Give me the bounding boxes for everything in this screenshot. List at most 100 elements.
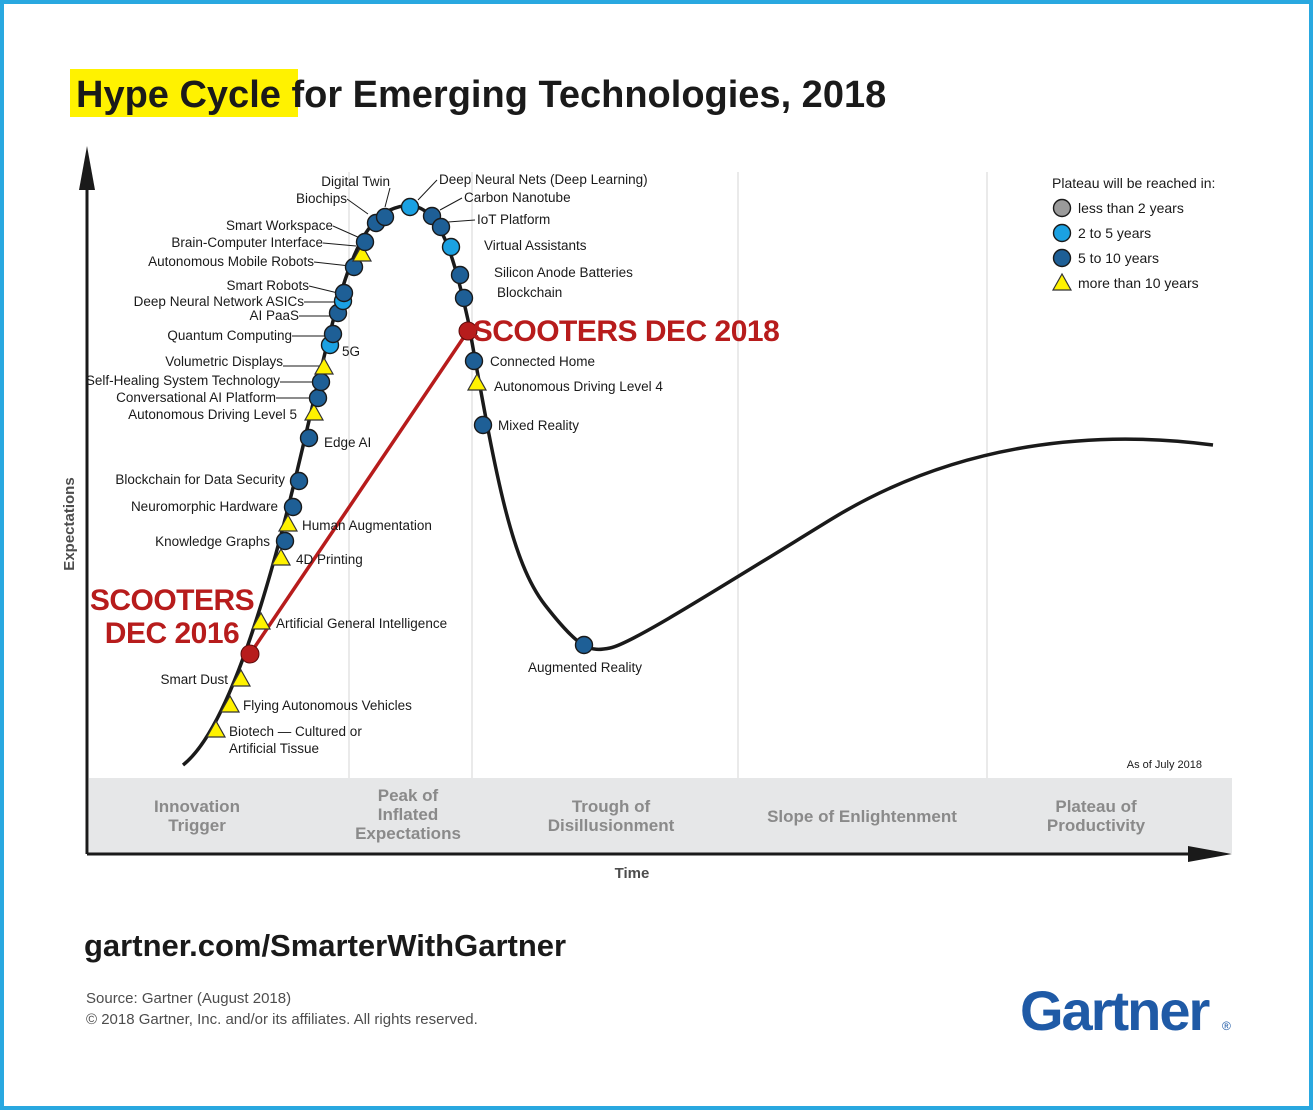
tech-label: Mixed Reality — [498, 418, 579, 433]
tech-marker — [277, 513, 299, 532]
tech-marker — [355, 232, 375, 252]
tech-label: 4D Printing — [296, 552, 363, 567]
leader-line — [332, 225, 361, 239]
tech-marker — [454, 288, 474, 308]
legend-marker — [1052, 223, 1072, 243]
tech-marker — [311, 372, 331, 392]
tech-marker — [289, 471, 309, 491]
phase-label: Slope of Enlightenment — [767, 807, 957, 826]
title-highlight-text: Hype Cycle — [76, 74, 281, 116]
tech-label: Blockchain — [497, 285, 562, 300]
leader-line — [313, 261, 351, 267]
phase-label: Innovation — [154, 797, 240, 816]
legend-marker — [1051, 272, 1073, 291]
copyright-line: © 2018 Gartner, Inc. and/or its affiliat… — [86, 1011, 478, 1028]
scooter-2016-point — [240, 644, 260, 664]
scooter-2018-label: SCOOTERS DEC 2018 — [473, 315, 780, 348]
tech-marker — [574, 635, 594, 655]
y-axis-label: Expectations — [61, 477, 78, 570]
tech-marker — [375, 207, 395, 227]
tech-label: Biotech — Cultured or — [229, 724, 362, 739]
phase-label: Trigger — [168, 816, 226, 835]
phase-band — [89, 778, 1232, 853]
tech-label: Autonomous Driving Level 5 — [128, 407, 297, 422]
tech-marker — [473, 415, 493, 435]
tech-label: IoT Platform — [477, 212, 550, 227]
leader-line — [417, 179, 438, 201]
tech-label: Autonomous Driving Level 4 — [494, 379, 663, 394]
tech-marker — [450, 265, 470, 285]
leader-line — [447, 219, 476, 223]
tech-marker — [283, 497, 303, 517]
tech-marker — [308, 388, 328, 408]
phase-label: Expectations — [355, 824, 461, 843]
tech-label: Digital Twin — [321, 174, 390, 189]
y-axis-arrow — [79, 146, 95, 190]
tech-label: 5G — [342, 344, 360, 359]
tech-label: Smart Robots — [226, 278, 309, 293]
legend-label: 5 to 10 years — [1078, 250, 1159, 266]
legend-label: more than 10 years — [1078, 275, 1199, 291]
x-axis-label: Time — [615, 865, 650, 882]
tech-marker — [270, 547, 292, 566]
tech-label: AI PaaS — [249, 308, 299, 323]
x-axis-arrow — [1188, 846, 1232, 862]
tech-label: Connected Home — [490, 354, 595, 369]
tech-label: Augmented Reality — [528, 660, 642, 675]
tech-marker — [323, 324, 343, 344]
tech-label: Artificial General Intelligence — [276, 616, 447, 631]
tech-label: Quantum Computing — [167, 328, 292, 343]
tech-label: Edge AI — [324, 435, 371, 450]
tech-label: Conversational AI Platform — [116, 390, 276, 405]
tech-marker — [303, 402, 325, 421]
tech-label: Knowledge Graphs — [155, 534, 270, 549]
tech-marker — [219, 694, 241, 713]
tech-label: Carbon Nanotube — [464, 190, 571, 205]
tech-marker — [441, 237, 461, 257]
footer-url: gartner.com/SmarterWithGartner — [84, 928, 566, 963]
tech-marker — [230, 668, 252, 687]
tech-label: Blockchain for Data Security — [115, 472, 285, 487]
registered-mark: ® — [1222, 1019, 1231, 1033]
scooter-2018-point — [458, 321, 478, 341]
tech-label: Volumetric Displays — [165, 354, 283, 369]
source-line: Source: Gartner (August 2018) — [86, 990, 291, 1007]
tech-marker — [299, 428, 319, 448]
page-title: Hype Cycle for Emerging Technologies, 20… — [76, 74, 886, 116]
gartner-logo: Gartner — [1020, 979, 1209, 1042]
phase-label: Disillusionment — [548, 816, 675, 835]
scooter-2016-label: SCOOTERS — [90, 584, 254, 617]
phase-label: Productivity — [1047, 816, 1146, 835]
phase-label: Inflated — [378, 805, 438, 824]
title-highlight — [70, 69, 298, 117]
leader-line — [322, 242, 357, 247]
tech-label: Silicon Anode Batteries — [494, 265, 633, 280]
phase-label: Trough of — [572, 797, 651, 816]
legend-marker — [1052, 248, 1072, 268]
tech-label: Smart Workspace — [226, 218, 333, 233]
tech-label: Virtual Assistants — [484, 238, 587, 253]
phase-label: Peak of — [378, 786, 439, 805]
tech-marker — [431, 217, 451, 237]
legend-marker — [1052, 198, 1072, 218]
tech-marker — [275, 531, 295, 551]
tech-marker — [205, 719, 227, 738]
tech-label: Deep Neural Network ASICs — [134, 294, 305, 309]
tech-label: Smart Dust — [160, 672, 228, 687]
tech-label: Deep Neural Nets (Deep Learning) — [439, 172, 648, 187]
leader-line — [346, 198, 369, 215]
legend-label: less than 2 years — [1078, 200, 1184, 216]
as-of-note: As of July 2018 — [1127, 759, 1202, 771]
tech-label: Flying Autonomous Vehicles — [243, 698, 412, 713]
tech-marker — [466, 372, 488, 391]
leader-line — [439, 197, 463, 211]
title-rest-text: for Emerging Technologies, 2018 — [281, 74, 886, 116]
tech-label: Neuromorphic Hardware — [131, 499, 278, 514]
tech-marker — [400, 197, 420, 217]
leader-line — [384, 187, 391, 208]
tech-marker — [334, 283, 354, 303]
tech-label: Human Augmentation — [302, 518, 432, 533]
tech-label: Brain-Computer Interface — [171, 235, 323, 250]
